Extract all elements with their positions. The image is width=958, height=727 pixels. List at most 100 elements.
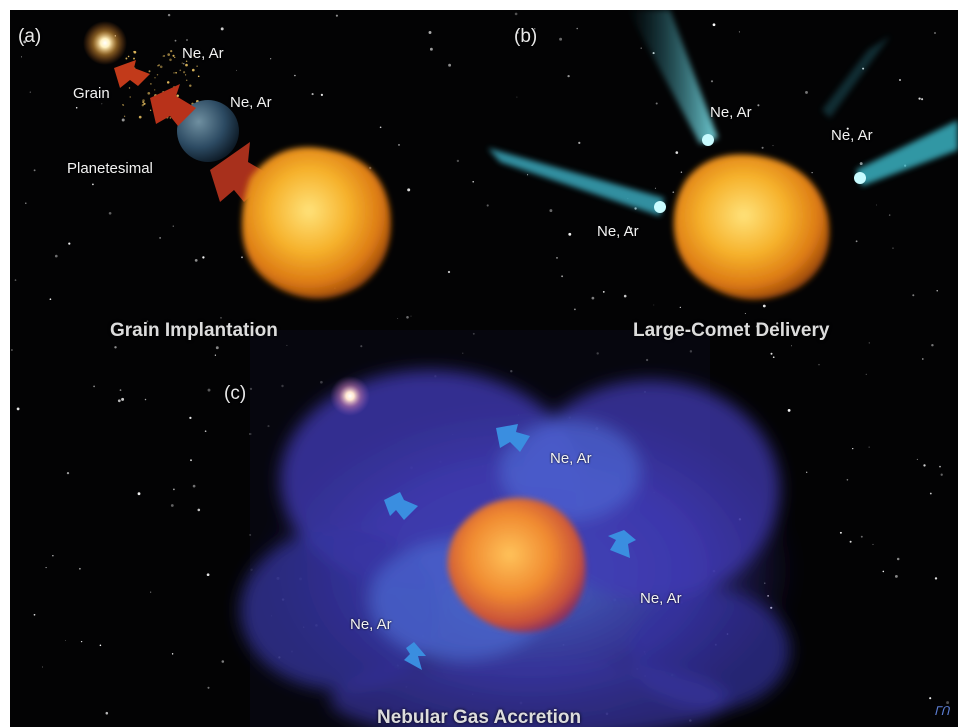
star-dot xyxy=(568,232,572,236)
star-dot xyxy=(398,144,400,146)
star-dot xyxy=(533,27,536,30)
grain-particle xyxy=(172,54,175,57)
arrow-blue-bottom xyxy=(404,642,426,670)
star-dot xyxy=(940,473,943,476)
grain-particle xyxy=(176,94,179,98)
star-dot xyxy=(335,14,338,17)
grain-particle xyxy=(183,71,186,74)
star-dot xyxy=(75,106,78,109)
star-dot xyxy=(912,294,915,297)
panel-c-ne-ar-right: Ne, Ar xyxy=(640,590,682,607)
star-dot xyxy=(591,296,595,300)
star-dot xyxy=(846,127,849,130)
grain-particle xyxy=(169,58,172,62)
panel-c-ne-ar-top: Ne, Ar xyxy=(550,450,592,467)
star-dot xyxy=(923,464,926,467)
grain-particle xyxy=(122,104,125,107)
star-dot xyxy=(860,535,863,538)
grain-particle xyxy=(197,75,200,78)
grain-particle xyxy=(184,74,187,76)
star-dot xyxy=(486,204,489,207)
star-dot xyxy=(882,570,885,573)
star-dot xyxy=(776,322,779,325)
star-dot xyxy=(189,416,192,420)
star-dot xyxy=(755,325,758,328)
star-dot xyxy=(183,63,185,65)
planet-b xyxy=(673,154,830,300)
star-dot xyxy=(144,398,147,401)
star-dot xyxy=(653,304,655,306)
grain-particle xyxy=(162,55,164,57)
star-dot xyxy=(93,385,95,388)
star-dot xyxy=(52,555,54,557)
star-dot xyxy=(197,508,201,512)
star-dot xyxy=(865,373,867,376)
arrow-blue-top xyxy=(496,424,530,452)
star-dot xyxy=(934,577,938,580)
star-dot xyxy=(574,308,576,311)
star-dot xyxy=(770,352,773,355)
star-dot xyxy=(787,408,791,412)
star-dot xyxy=(21,56,22,58)
star-dot xyxy=(931,343,934,347)
panel-a-grain-label: Grain xyxy=(73,85,110,102)
star-dot xyxy=(472,180,474,183)
grain-particle xyxy=(147,91,151,95)
star-dot xyxy=(14,279,17,281)
grain-particle xyxy=(175,71,177,74)
star-dot xyxy=(744,312,746,314)
star-dot xyxy=(214,354,217,356)
star-dot xyxy=(64,640,66,641)
grain-particle xyxy=(127,55,130,58)
panel-a-caption: Grain Implantation xyxy=(110,320,278,341)
artist-signature: ᒥᑎ xyxy=(934,704,950,718)
grain-particle xyxy=(154,89,156,91)
grain-particle xyxy=(138,115,142,119)
star-dot xyxy=(33,169,36,172)
star-dot xyxy=(839,531,842,534)
star-dot xyxy=(868,446,870,448)
panel-b-ne-ar-left: Ne, Ar xyxy=(597,223,639,240)
star-dot xyxy=(146,320,149,323)
grain-particle xyxy=(185,79,188,82)
star-dot xyxy=(29,91,31,93)
star-dot xyxy=(630,227,633,230)
star-dot xyxy=(101,103,103,105)
grain-particle xyxy=(170,49,173,53)
grain-particle xyxy=(159,65,163,69)
star-dot xyxy=(936,290,938,292)
arrow-red-1 xyxy=(114,60,150,88)
star-dot xyxy=(868,342,870,344)
star-dot xyxy=(650,326,652,328)
grain-particle xyxy=(143,103,145,106)
grain-particle xyxy=(169,117,172,119)
star-dot xyxy=(929,697,932,700)
star-dot xyxy=(159,237,161,239)
star-dot xyxy=(888,214,891,216)
star-dot xyxy=(929,492,932,495)
star-dot xyxy=(117,399,121,403)
star-dot xyxy=(602,291,605,293)
star-dot xyxy=(872,543,874,545)
star-dot xyxy=(916,458,918,460)
planet-c xyxy=(447,498,586,633)
star-dot xyxy=(738,31,740,33)
grain-particle xyxy=(123,115,126,117)
comet-right xyxy=(854,120,958,186)
planetesimal xyxy=(177,100,239,162)
star-dot xyxy=(121,397,125,401)
grain-particle xyxy=(185,63,188,67)
grain-particle xyxy=(142,99,145,102)
star-dot xyxy=(406,316,409,319)
star-dot xyxy=(45,567,47,569)
star-dot xyxy=(772,145,774,147)
star-dot xyxy=(167,13,171,17)
star-dot xyxy=(527,174,529,176)
star-dot xyxy=(137,492,141,496)
grain-particle xyxy=(133,50,137,54)
star-dot xyxy=(170,504,174,507)
panel-b-illustration xyxy=(488,10,958,300)
star-dot xyxy=(186,39,188,41)
star-dot xyxy=(946,701,950,705)
grain-particle xyxy=(167,53,171,56)
